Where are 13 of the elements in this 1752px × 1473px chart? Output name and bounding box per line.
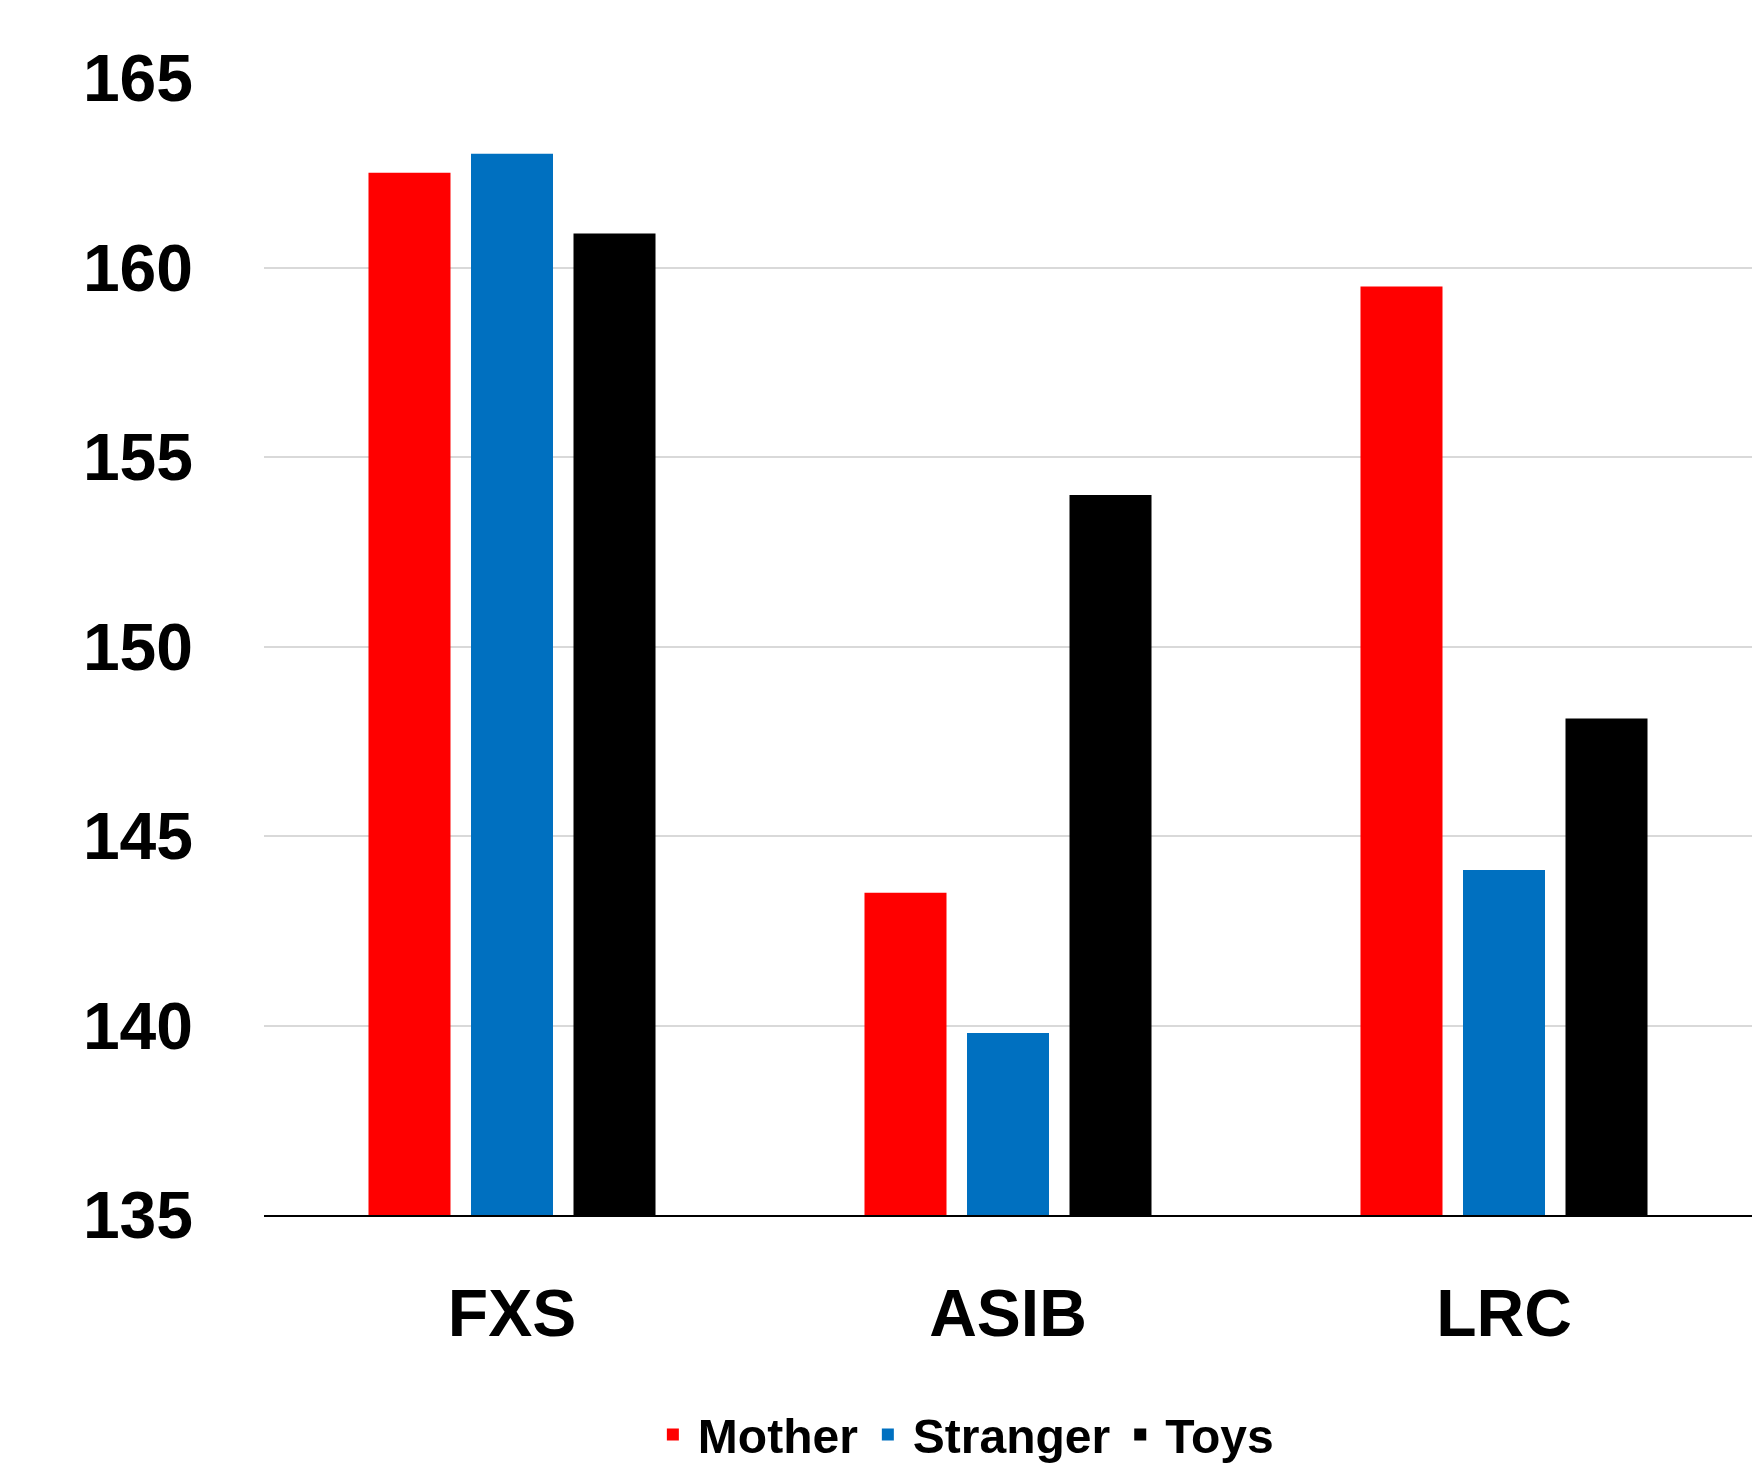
y-tick-label: 145 xyxy=(82,799,193,874)
y-tick-label: 140 xyxy=(82,988,193,1063)
y-tick-label: 135 xyxy=(82,1178,193,1253)
y-tick-label: 165 xyxy=(82,41,193,116)
y-tick-label: 150 xyxy=(82,609,193,684)
legend-label: Toys xyxy=(1165,1410,1274,1464)
y-tick-label: 160 xyxy=(82,230,193,305)
y-tick-label: 155 xyxy=(82,420,193,495)
legend-label: Mother xyxy=(697,1410,858,1464)
x-tick-label: LRC xyxy=(1436,1276,1572,1351)
x-tick-label: ASIB xyxy=(929,1276,1087,1351)
legend-label: Stranger xyxy=(912,1410,1111,1464)
x-tick-label: FXS xyxy=(447,1276,577,1351)
